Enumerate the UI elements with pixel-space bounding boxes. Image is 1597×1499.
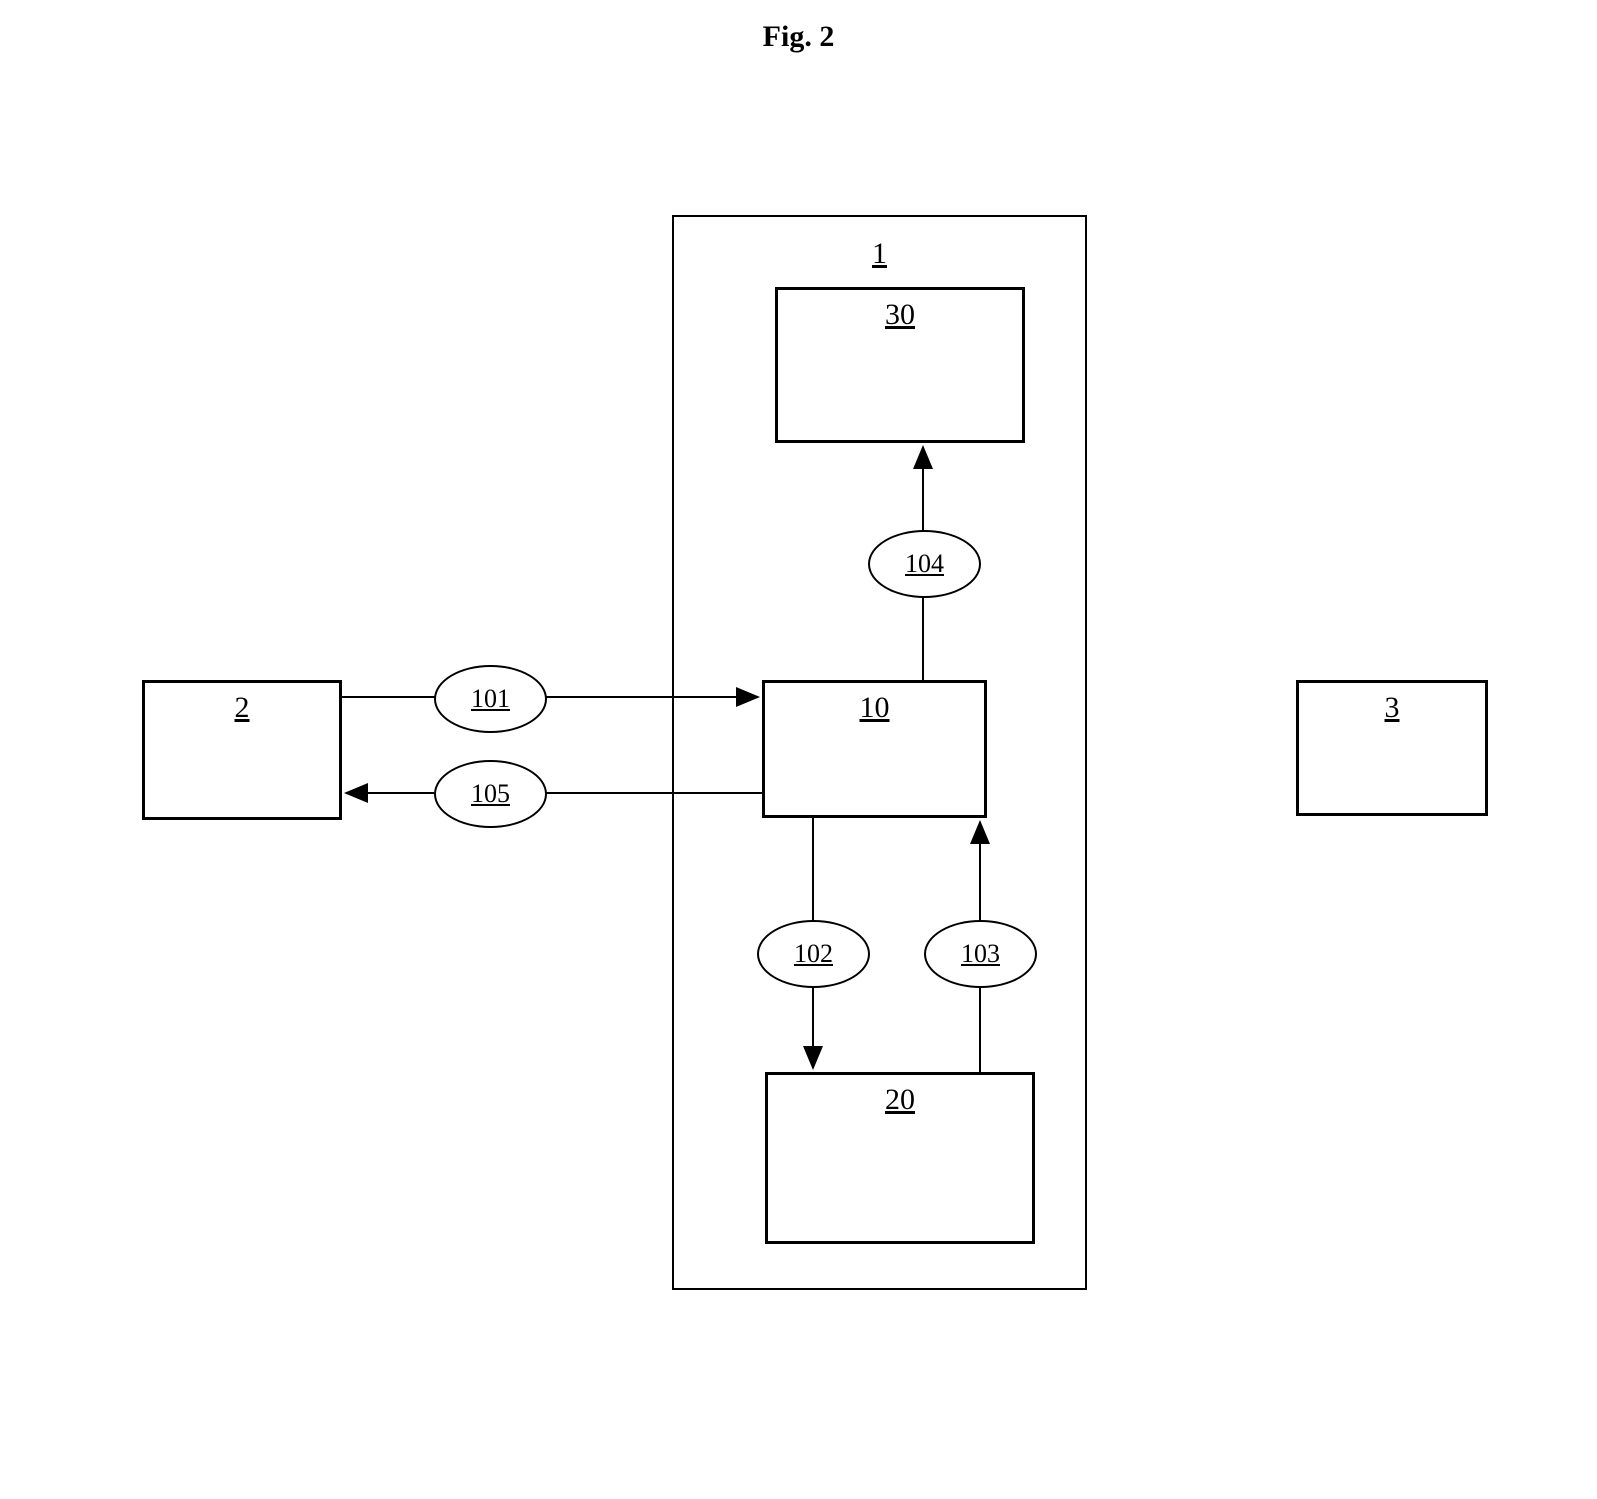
ellipse-105-label: 105 [471, 779, 510, 809]
box-20-label: 20 [885, 1083, 915, 1117]
box-3: 3 [1296, 680, 1488, 816]
ellipse-104: 104 [868, 530, 981, 598]
box-3-label: 3 [1385, 691, 1400, 725]
box-2-label: 2 [235, 691, 250, 725]
ellipse-103: 103 [924, 920, 1037, 988]
box-30: 30 [775, 287, 1025, 443]
ellipse-104-label: 104 [905, 549, 944, 579]
box-20: 20 [765, 1072, 1035, 1244]
box-10: 10 [762, 680, 987, 818]
ellipse-101-label: 101 [471, 684, 510, 714]
ellipse-103-label: 103 [961, 939, 1000, 969]
ellipse-102-label: 102 [794, 939, 833, 969]
ellipse-105: 105 [434, 760, 547, 828]
ellipse-102: 102 [757, 920, 870, 988]
ellipse-101: 101 [434, 665, 547, 733]
box-2: 2 [142, 680, 342, 820]
box-30-label: 30 [885, 298, 915, 332]
box-10-label: 10 [860, 691, 890, 725]
